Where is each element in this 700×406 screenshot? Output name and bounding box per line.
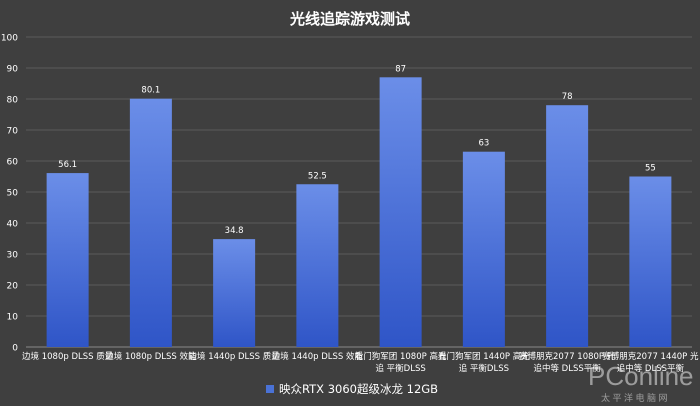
y-tick-label: 40 (7, 220, 19, 230)
bar-value-label: 55 (645, 164, 656, 174)
y-tick-label: 30 (7, 251, 19, 261)
pconline-watermark: PConline 太 平 洋 电 脑 网 (588, 361, 694, 403)
y-tick-label: 100 (1, 34, 18, 44)
x-tick-label: 赛博朋克2077 1080P 光 (519, 351, 616, 362)
x-tick-label: 追 平衡DLSS (375, 363, 425, 374)
legend-swatch (266, 385, 274, 393)
bar (546, 105, 589, 347)
x-tick-label: 边境 1440p DLSS 质量 (189, 351, 281, 362)
bar-value-label: 34.8 (225, 226, 244, 236)
bar-value-label: 78 (562, 92, 573, 102)
x-tick-label: 追 平衡DLSS (459, 363, 509, 374)
x-tick-label: 边境 1080p DLSS 效能 (105, 351, 197, 362)
bar-value-label: 63 (478, 139, 489, 149)
y-tick-label: 0 (12, 344, 18, 354)
bar (379, 77, 422, 348)
y-tick-label: 60 (7, 158, 19, 168)
bar (46, 173, 89, 347)
x-tick-label: 看门狗军团 1080P 高光 (355, 351, 447, 362)
chart-title: 光线追踪游戏测试 (289, 10, 410, 28)
y-tick-label: 80 (7, 96, 19, 106)
x-tick-label: 赛博朋克2077 1440P 光 (602, 351, 699, 362)
legend-label: 映众RTX 3060超级冰龙 12GB (279, 382, 438, 396)
y-tick-label: 10 (7, 313, 19, 323)
bar-value-label: 56.1 (58, 160, 77, 170)
watermark-subtitle: 太 平 洋 电 脑 网 (601, 392, 668, 403)
grid-lines (26, 36, 692, 348)
y-axis: 0 10 20 30 40 50 60 70 80 90 100 (1, 34, 18, 354)
bar (462, 151, 505, 347)
x-tick-label: 看门狗军团 1440P 高光 (438, 351, 530, 362)
bar (213, 239, 256, 347)
y-tick-label: 70 (7, 127, 19, 137)
y-tick-label: 50 (7, 189, 19, 199)
watermark-logo: PConline (588, 361, 694, 391)
bar (296, 184, 339, 347)
x-tick-label: 边境 1080p DLSS 质量 (22, 351, 114, 362)
x-tick-label: 边境 1440p DLSS 效能 (272, 351, 364, 362)
bar-value-label: 52.5 (308, 171, 327, 181)
legend: 映众RTX 3060超级冰龙 12GB (266, 382, 438, 396)
bar (129, 98, 172, 347)
y-tick-label: 90 (7, 65, 19, 75)
bar-value-label: 80.1 (141, 86, 160, 96)
bar (629, 176, 672, 347)
bar-series: 56.1 80.1 34.8 52.5 87 63 78 55 (46, 64, 672, 348)
x-tick-label: 追中等 DLSS平衡 (617, 363, 685, 374)
x-tick-label: 追中等 DLSS平衡 (533, 363, 601, 374)
bar-value-label: 87 (395, 64, 406, 74)
y-tick-label: 20 (7, 282, 19, 292)
